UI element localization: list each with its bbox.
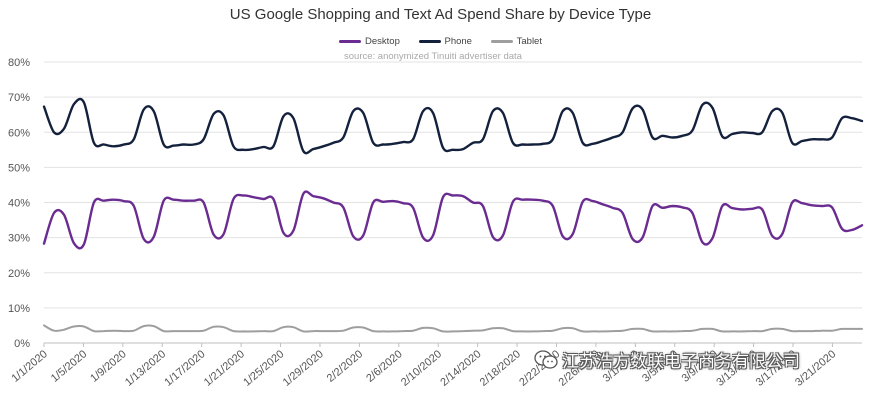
y-tick-label: 70% xyxy=(8,92,30,104)
legend-item-tablet: Tablet xyxy=(490,36,542,47)
y-tick-label: 20% xyxy=(8,268,30,280)
legend-swatch-tablet xyxy=(490,40,513,43)
chart-source-note: source: anonymized Tinuiti advertiser da… xyxy=(344,51,522,62)
x-tick-label: 2/18/2020 xyxy=(478,348,523,389)
y-tick-label: 30% xyxy=(8,233,30,245)
x-tick-label: 1/17/2020 xyxy=(162,348,207,389)
x-tick-label: 1/21/2020 xyxy=(202,348,247,389)
chart-legend: Desktop Phone Tablet xyxy=(0,35,881,47)
wechat-icon xyxy=(534,349,558,369)
legend-swatch-phone xyxy=(418,40,441,43)
y-tick-label: 50% xyxy=(8,162,30,174)
legend-item-desktop: Desktop xyxy=(339,36,400,47)
watermark-text: 江苏浩方数联电子商务有限公司 xyxy=(562,352,800,371)
legend-item-phone: Phone xyxy=(418,36,472,47)
x-tick-label: 1/25/2020 xyxy=(241,348,286,389)
legend-label-tablet: Tablet xyxy=(516,36,542,47)
series-line-phone xyxy=(42,97,864,155)
x-tick-label: 1/5/2020 xyxy=(49,348,90,385)
legend-label-desktop: Desktop xyxy=(365,36,400,47)
y-tick-label: 40% xyxy=(8,198,30,210)
y-tick-label: 0% xyxy=(14,338,30,350)
legend-label-phone: Phone xyxy=(444,36,472,47)
series-line-tablet xyxy=(43,324,863,333)
series-line-desktop xyxy=(42,190,864,250)
y-tick-label: 80% xyxy=(8,57,30,69)
x-tick-label: 2/2/2020 xyxy=(325,348,366,385)
y-tick-label: 10% xyxy=(8,303,30,315)
x-tick-label: 1/29/2020 xyxy=(281,348,326,389)
legend-swatch-desktop xyxy=(339,40,361,43)
y-tick-label: 60% xyxy=(8,127,30,139)
x-tick-label: 1/1/2020 xyxy=(9,348,50,385)
x-tick-label: 2/14/2020 xyxy=(438,348,483,389)
watermark: 江苏浩方数联电子商务有限公司 xyxy=(534,347,800,372)
chart-title: US Google Shopping and Text Ad Spend Sha… xyxy=(229,6,652,23)
x-tick-label: 1/13/2020 xyxy=(123,348,168,389)
x-tick-label: 2/10/2020 xyxy=(399,348,444,389)
